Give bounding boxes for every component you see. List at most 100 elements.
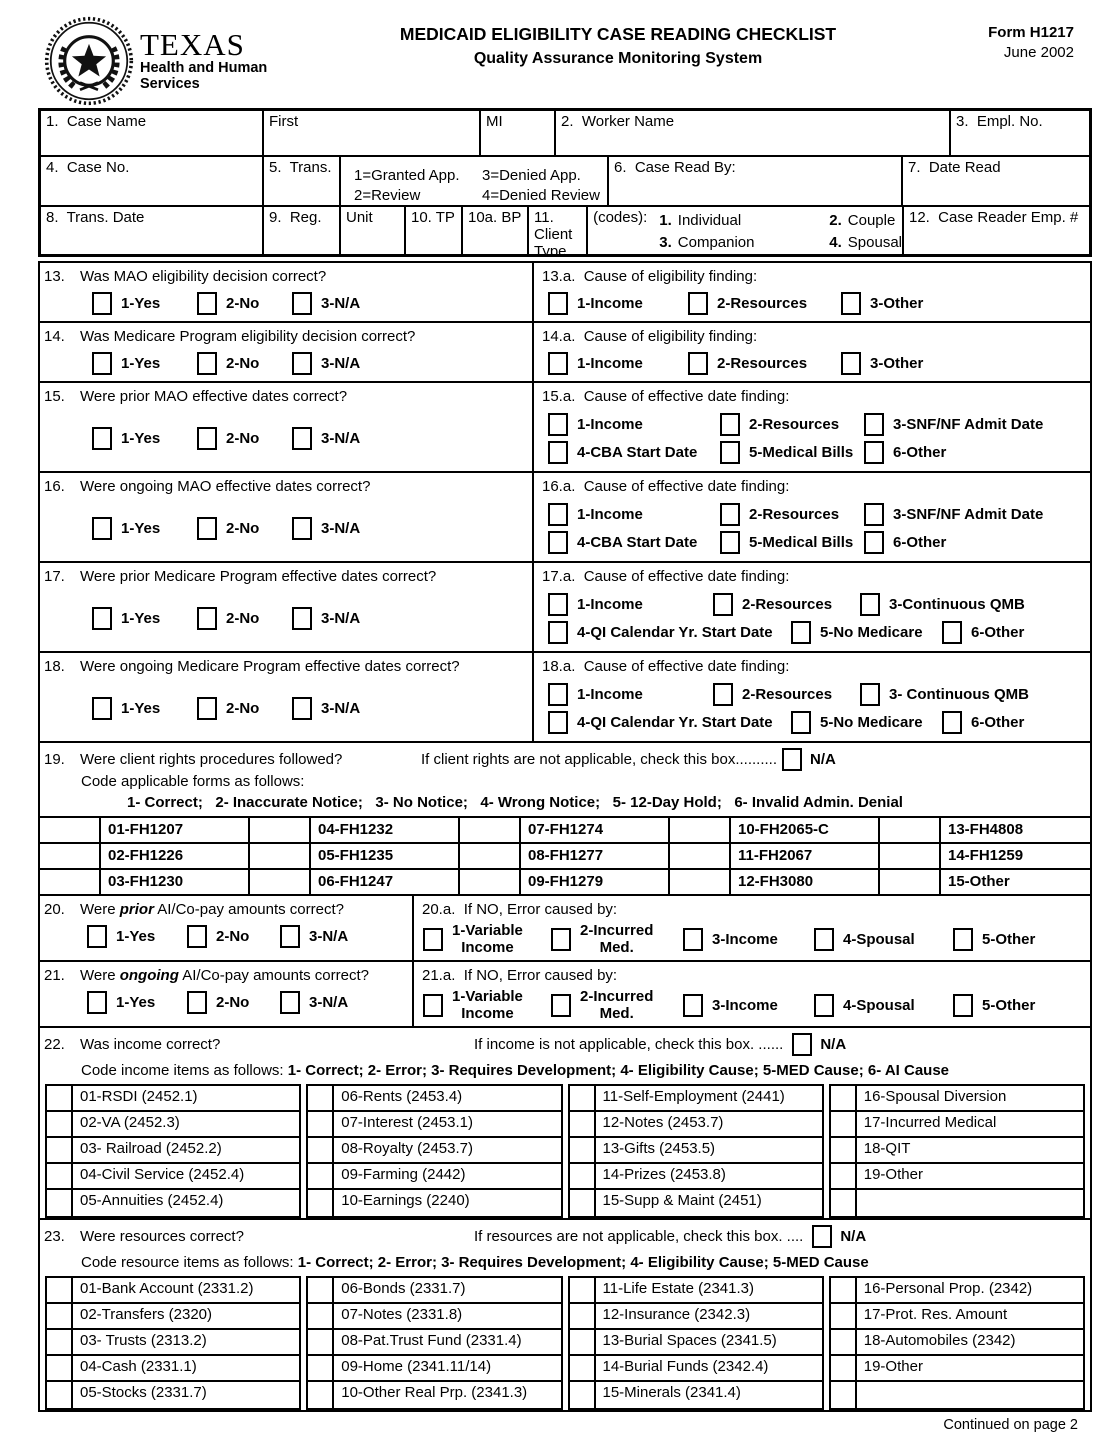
q17a-income-checkbox[interactable] — [548, 592, 568, 616]
code-box[interactable] — [670, 816, 731, 842]
code-box[interactable] — [831, 1086, 857, 1110]
q16a-income-checkbox[interactable] — [548, 502, 568, 526]
q20a-income-checkbox[interactable] — [683, 928, 703, 951]
q20a-incurred-med-checkbox[interactable] — [551, 928, 571, 951]
code-box[interactable] — [250, 842, 311, 868]
q14a-other-checkbox[interactable] — [841, 352, 861, 375]
q16-no-checkbox[interactable] — [197, 516, 217, 540]
code-box[interactable] — [831, 1112, 857, 1136]
code-box[interactable] — [570, 1304, 596, 1328]
code-box[interactable] — [308, 1190, 335, 1216]
bp-field[interactable]: 10a. BP — [463, 207, 529, 254]
q14a-resources-checkbox[interactable] — [688, 352, 708, 375]
trans-date-field[interactable]: 8. Trans. Date — [41, 207, 264, 254]
q13-na-checkbox[interactable] — [292, 292, 312, 315]
q13a-other-checkbox[interactable] — [841, 292, 861, 315]
code-box[interactable] — [460, 868, 521, 894]
q20a-variable-income-checkbox[interactable] — [423, 928, 443, 951]
q15a-snf-admit-date-checkbox[interactable] — [864, 412, 884, 436]
code-box[interactable] — [47, 1164, 73, 1188]
code-box[interactable] — [460, 842, 521, 868]
code-box[interactable] — [250, 868, 311, 894]
code-box[interactable] — [308, 1086, 335, 1110]
q20-no-checkbox[interactable] — [187, 925, 207, 948]
code-box[interactable] — [570, 1190, 596, 1216]
q20a-other-checkbox[interactable] — [953, 928, 973, 951]
empl-no-field[interactable]: 3. Empl. No. — [951, 111, 1089, 155]
code-box[interactable] — [570, 1356, 596, 1380]
code-box[interactable] — [47, 1382, 73, 1408]
code-box[interactable] — [831, 1278, 857, 1302]
reg-field[interactable]: 9. Reg. — [264, 207, 341, 254]
code-box[interactable] — [47, 1330, 73, 1354]
code-box[interactable] — [460, 816, 521, 842]
code-box[interactable] — [831, 1304, 857, 1328]
q17-no-checkbox[interactable] — [197, 606, 217, 630]
code-box[interactable] — [831, 1382, 857, 1408]
q18a-no-medicare-checkbox[interactable] — [791, 710, 811, 734]
q18a-income-checkbox[interactable] — [548, 682, 568, 706]
code-box[interactable] — [570, 1112, 596, 1136]
code-box[interactable] — [47, 1278, 73, 1302]
case-reader-emp-field[interactable]: 12. Case Reader Emp. # — [904, 207, 1089, 254]
q14a-income-checkbox[interactable] — [548, 352, 568, 375]
q21-na-checkbox[interactable] — [280, 991, 300, 1014]
q17a-qi-calendar-start-checkbox[interactable] — [548, 620, 568, 644]
code-box[interactable] — [308, 1164, 335, 1188]
code-box[interactable] — [250, 816, 311, 842]
code-box[interactable] — [308, 1278, 335, 1302]
code-box[interactable] — [47, 1356, 73, 1380]
code-box[interactable] — [47, 1086, 73, 1110]
code-box[interactable] — [670, 868, 731, 894]
date-read-field[interactable]: 7. Date Read — [903, 157, 1089, 205]
code-box[interactable] — [570, 1278, 596, 1302]
code-box[interactable] — [570, 1382, 596, 1408]
q20a-spousal-checkbox[interactable] — [814, 928, 834, 951]
code-box[interactable] — [880, 842, 941, 868]
trans-field[interactable]: 5. Trans. — [264, 157, 341, 205]
q21-yes-checkbox[interactable] — [87, 991, 107, 1014]
code-box[interactable] — [570, 1138, 596, 1162]
code-box[interactable] — [831, 1138, 857, 1162]
q17a-continuous-qmb-checkbox[interactable] — [860, 592, 880, 616]
q13-yes-checkbox[interactable] — [92, 292, 112, 315]
code-box[interactable] — [47, 1190, 73, 1216]
q15a-medical-bills-checkbox[interactable] — [720, 440, 740, 464]
q15-na-checkbox[interactable] — [292, 426, 312, 450]
q21a-income-checkbox[interactable] — [683, 994, 703, 1017]
q18a-qi-calendar-start-checkbox[interactable] — [548, 710, 568, 734]
q15a-income-checkbox[interactable] — [548, 412, 568, 436]
code-box[interactable] — [308, 1112, 335, 1136]
q23-na-checkbox[interactable] — [812, 1225, 833, 1248]
q14-yes-checkbox[interactable] — [92, 352, 112, 375]
code-box[interactable] — [570, 1330, 596, 1354]
q19-na-checkbox[interactable] — [782, 748, 803, 771]
tp-field[interactable]: 10. TP — [406, 207, 463, 254]
code-box[interactable] — [831, 1164, 857, 1188]
code-box[interactable] — [831, 1356, 857, 1380]
code-box[interactable] — [831, 1190, 857, 1216]
q18a-other-checkbox[interactable] — [942, 710, 962, 734]
q17-yes-checkbox[interactable] — [92, 606, 112, 630]
q15-yes-checkbox[interactable] — [92, 426, 112, 450]
q18-na-checkbox[interactable] — [292, 696, 312, 720]
q17a-other-checkbox[interactable] — [942, 620, 962, 644]
q15a-other-checkbox[interactable] — [864, 440, 884, 464]
q16a-medical-bills-checkbox[interactable] — [720, 530, 740, 554]
q20-na-checkbox[interactable] — [280, 925, 300, 948]
q15a-cba-start-date-checkbox[interactable] — [548, 440, 568, 464]
code-box[interactable] — [570, 1164, 596, 1188]
worker-name-field[interactable]: 2. Worker Name — [556, 111, 951, 155]
code-box[interactable] — [40, 842, 101, 868]
q18-yes-checkbox[interactable] — [92, 696, 112, 720]
q16a-cba-start-date-checkbox[interactable] — [548, 530, 568, 554]
first-name-field[interactable]: First — [264, 111, 481, 155]
q15-no-checkbox[interactable] — [197, 426, 217, 450]
code-box[interactable] — [47, 1112, 73, 1136]
q21-no-checkbox[interactable] — [187, 991, 207, 1014]
client-type-field[interactable]: 11. Client Type (codes): 1. Individual 2.… — [529, 207, 904, 254]
q13a-income-checkbox[interactable] — [548, 292, 568, 315]
code-box[interactable] — [308, 1304, 335, 1328]
q18a-resources-checkbox[interactable] — [713, 682, 733, 706]
q21a-variable-income-checkbox[interactable] — [423, 994, 443, 1017]
